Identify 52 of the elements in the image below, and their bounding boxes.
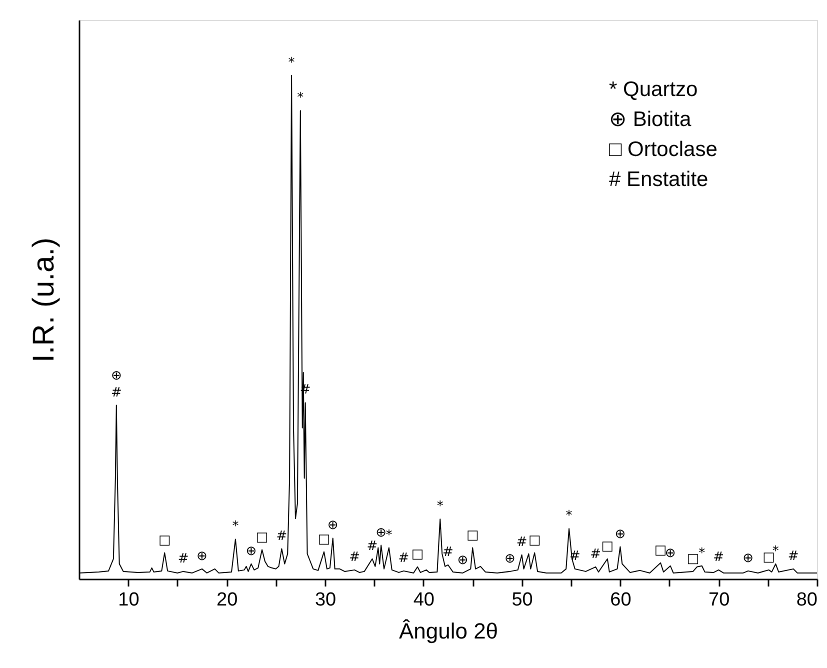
x-tick-label: 70: [708, 590, 730, 610]
annotation: #: [398, 550, 410, 566]
x-tick-label: 40: [413, 590, 434, 610]
annotation: ⊕: [196, 548, 208, 564]
annotation: ⊕: [457, 552, 468, 568]
annotation: ⊕: [614, 526, 626, 542]
annotation: □: [686, 551, 700, 566]
annotation: #: [590, 546, 602, 562]
annotation: ⊕: [327, 518, 338, 534]
annotation: □: [601, 538, 614, 554]
annotation: ⊕: [246, 544, 257, 559]
x-tick-label: 10: [118, 590, 140, 610]
annotation: #: [349, 550, 360, 565]
annotation: *: [232, 519, 240, 534]
annotation: ⊕: [504, 551, 516, 566]
annotation: * Quartzo: [609, 78, 698, 101]
annotation: ⊕: [376, 525, 387, 540]
x-tick-label: 20: [216, 590, 238, 610]
annotation: *: [436, 499, 444, 514]
annotation: *: [288, 55, 296, 70]
annotation: # Enstatite: [609, 168, 708, 191]
x-tick-label: 50: [512, 590, 533, 610]
annotation: □: [318, 532, 330, 547]
annotation: #: [516, 534, 528, 550]
annotation: *: [566, 508, 573, 524]
annotation: #: [110, 385, 122, 400]
annotation: □: [762, 550, 775, 565]
annotation: *: [297, 90, 304, 106]
annotation: #: [178, 551, 189, 566]
annotation: □: [256, 530, 268, 545]
annotation: ⊕: [664, 546, 676, 561]
annotation: □: [654, 542, 667, 558]
annotation: #: [788, 548, 799, 564]
annotation: #: [276, 528, 288, 544]
annotation: #: [366, 538, 378, 554]
annotation: □: [411, 546, 424, 562]
annotation: □: [158, 532, 171, 548]
y-axis-title: I.R. (u.a.): [28, 237, 60, 363]
annotation: #: [713, 550, 724, 565]
annotation: *: [386, 528, 393, 543]
annotation: □ Ortoclase: [609, 138, 718, 161]
annotation: □: [466, 528, 479, 543]
x-tick-label: 30: [314, 590, 336, 610]
x-axis-title: Ângulo 2θ: [398, 618, 498, 644]
annotation: ⊕ Biotita: [609, 108, 692, 131]
annotation: ⊕: [110, 368, 122, 384]
annotation: #: [442, 544, 454, 560]
x-tick-label: 80: [796, 590, 818, 610]
annotation: □: [528, 532, 541, 548]
x-tick-label: 60: [610, 590, 632, 610]
annotation: ⊕: [742, 550, 754, 566]
annotation: *: [698, 546, 706, 561]
